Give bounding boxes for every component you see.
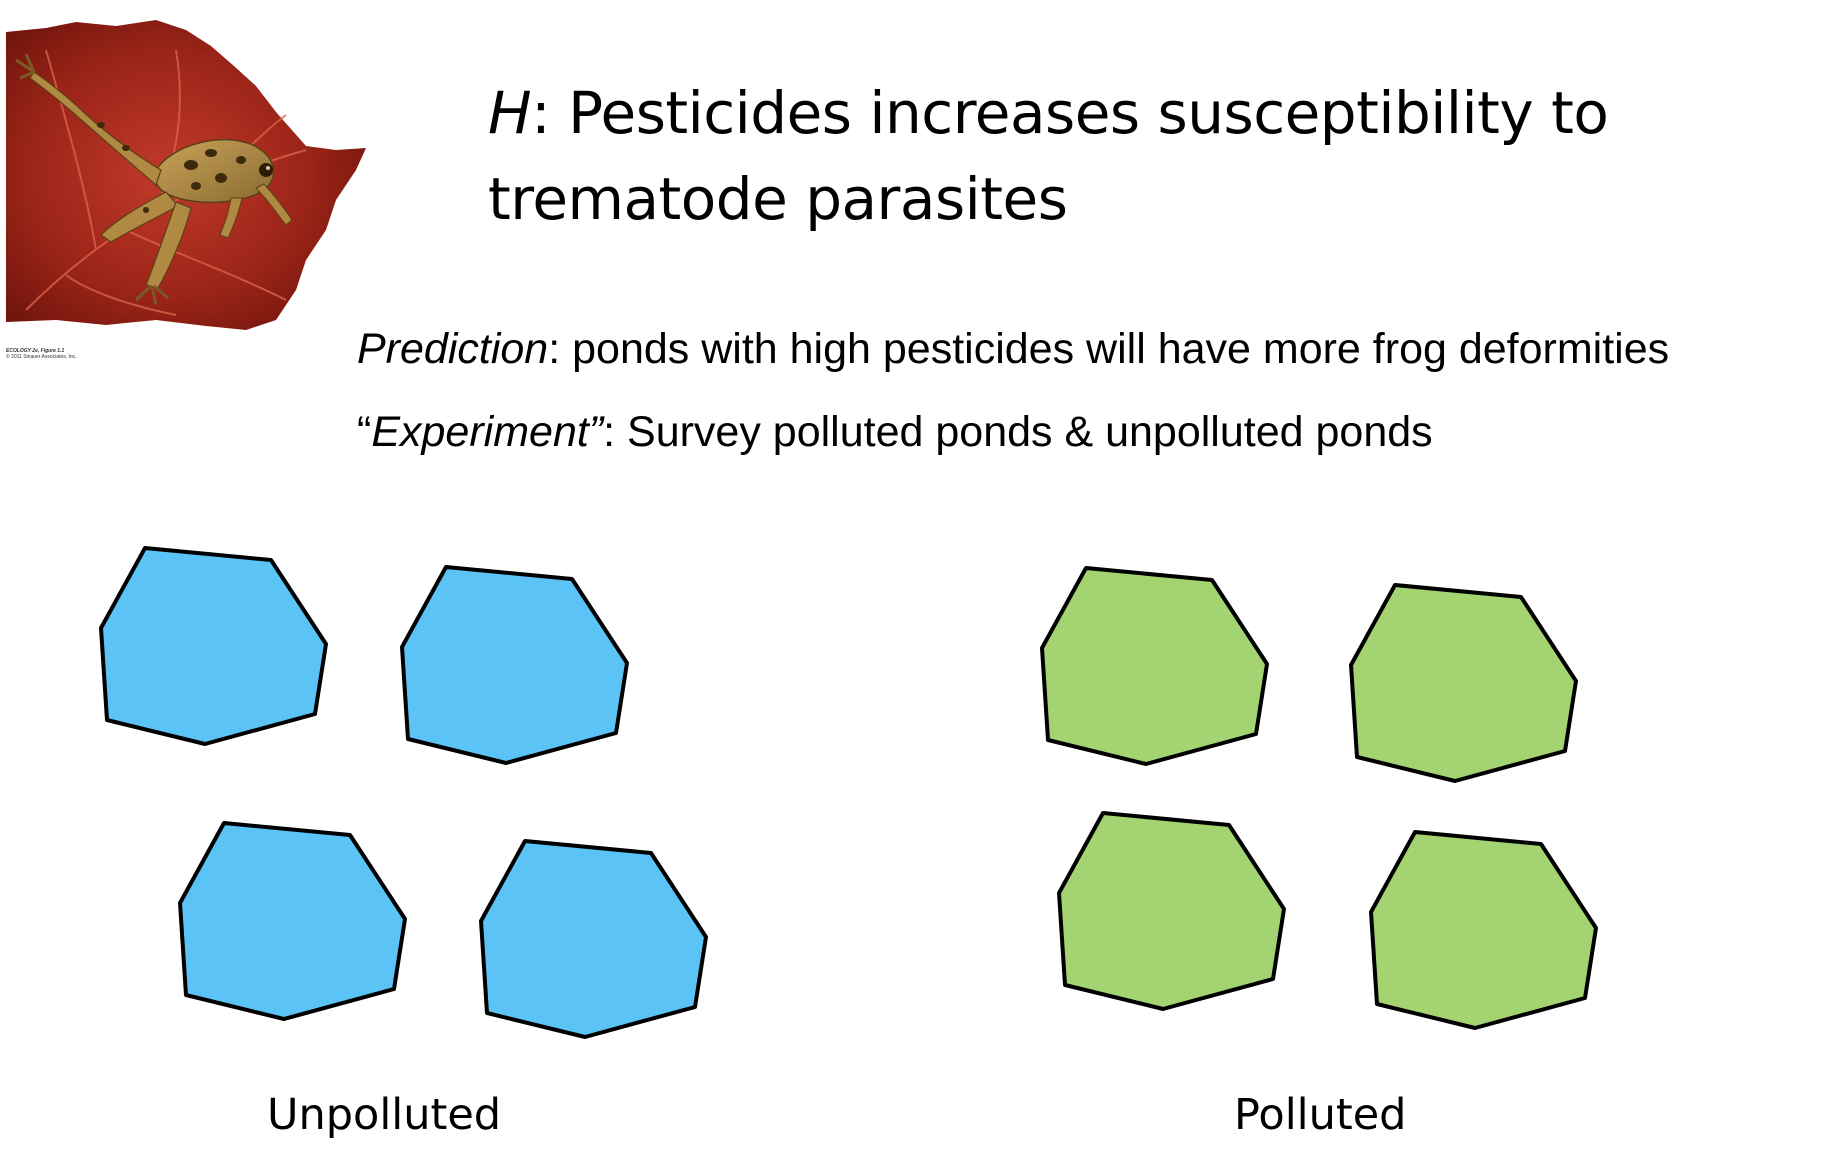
pond-group-unpolluted [99,546,708,1039]
hypothesis-heading: H: Pesticides increases susceptibility t… [488,70,1788,242]
pond-shape [99,546,328,746]
pond-shape [400,565,629,765]
experiment-text: : Survey polluted ponds & unpolluted pon… [603,408,1433,456]
pond-shape [479,839,708,1039]
prediction-line: Prediction: ponds with high pesticides w… [357,323,1669,375]
experiment-lead: Experiment” [371,408,604,456]
pond-group-polluted [1040,566,1598,1030]
experiment-line: “Experiment”: Survey polluted ponds & un… [357,406,1433,458]
pond-shape [1349,583,1578,783]
photo-credit-line2: © 2011 Sinauer Associates, Inc. [6,354,77,360]
experiment-open-quote: “ [357,408,372,456]
prediction-lead: Prediction [357,325,549,373]
polluted-label: Polluted [1234,1090,1407,1140]
frog-on-leaf-photo [6,20,426,360]
photo-credit-line1: ECOLOGY 2e, Figure 1.1 [6,348,65,354]
pond-shape [1057,811,1286,1011]
prediction-text: : ponds with high pesticides will have m… [548,325,1670,373]
pond-shape [1369,830,1598,1030]
pond-shape [178,821,407,1021]
hypothesis-letter: H [488,79,532,147]
frog-shape [15,53,293,305]
pond-shape [1040,566,1269,766]
hypothesis-text: : Pesticides increases susceptibility to… [488,79,1609,233]
unpolluted-label: Unpolluted [267,1090,502,1140]
photo-credit: ECOLOGY 2e, Figure 1.1 © 2011 Sinauer As… [6,348,77,360]
